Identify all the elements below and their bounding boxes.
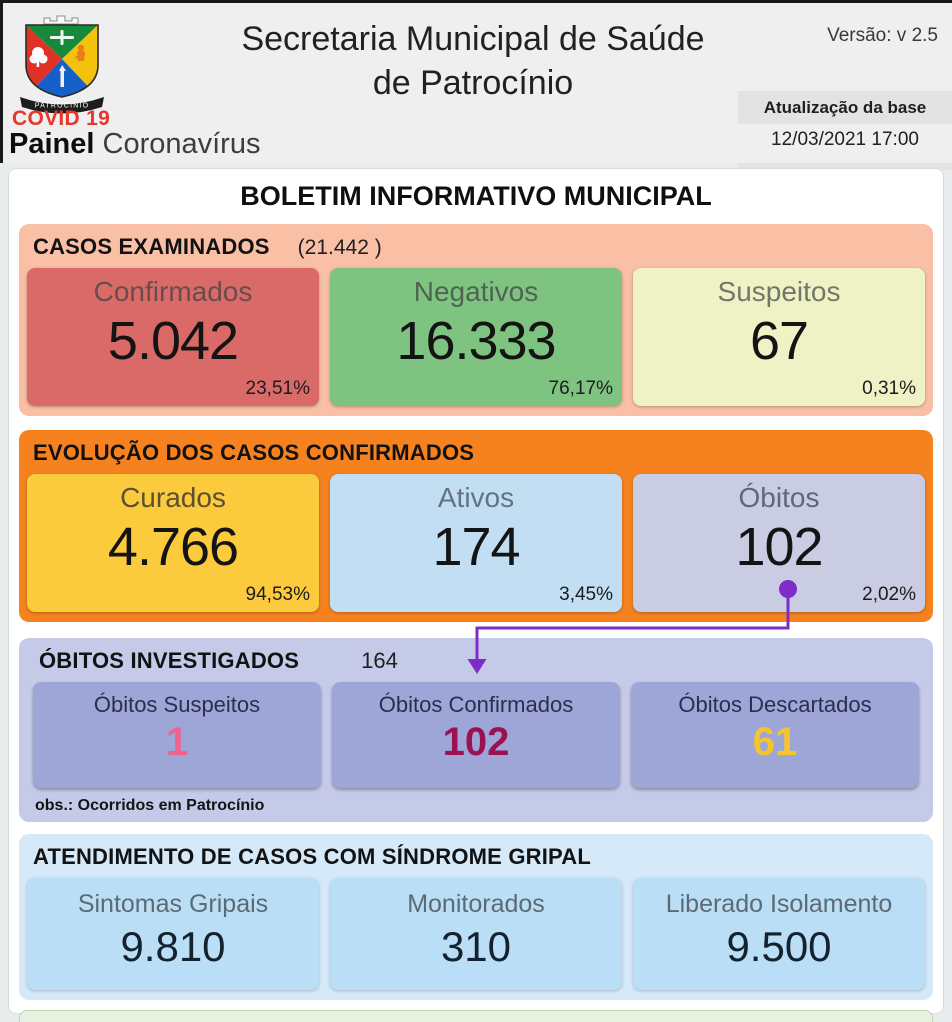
secondary-chip-sliver [738,163,952,170]
deaths-investigated-total: 164 [361,648,398,673]
card-negativos: Negativos 16.333 76,17% [330,268,622,406]
card-percent: 2,02% [862,584,916,605]
app-title-line1: Secretaria Municipal de Saúde [241,20,705,58]
card-percent: 3,45% [559,584,613,605]
card-percent: 76,17% [548,378,613,399]
card-label: Óbitos [738,482,820,513]
card-value: 9.810 [120,923,226,970]
card-value: 102 [735,517,823,577]
app-title: Secretaria Municipal de Saúde de Patrocí… [143,17,803,105]
examined-cards: Confirmados 5.042 23,51% Negativos 16.33… [27,268,925,406]
card-value: 174 [432,517,520,577]
section-sindrome-gripal: ATENDIMENTO DE CASOS COM SÍNDROME GRIPAL… [19,834,933,1000]
bulletin-title: BOLETIM INFORMATIVO MUNICIPAL [240,181,712,211]
card-value: 5.042 [107,311,239,371]
card-sintomas-gripais: Sintomas Gripais 9.810 [27,878,319,990]
section-title: CASOS EXAMINADOS [33,234,270,259]
section-header: ÓBITOS INVESTIGADOS 164 [33,646,919,682]
examined-total: (21.442 ) [297,236,382,259]
card-label: Óbitos Suspeitos [93,692,261,717]
section-title: EVOLUÇÃO DOS CASOS CONFIRMADOS [33,440,475,465]
card-percent: 23,51% [245,378,310,399]
next-section-sliver [19,1010,933,1022]
card-value: 9.500 [726,923,832,970]
card-label: Ativos [437,482,515,513]
card-ativos: Ativos 174 3,45% [330,474,622,612]
card-label: Confirmados [93,276,253,307]
card-liberado-isolamento: Liberado Isolamento 9.500 [633,878,925,990]
screen-top-edge [0,0,952,3]
card-suspeitos: Suspeitos 67 0,31% [633,268,925,406]
card-label: Óbitos Descartados [678,692,872,717]
coronavirus-word: Coronavírus [94,128,261,160]
card-monitorados: Monitorados 310 [330,878,622,990]
section-header: ATENDIMENTO DE CASOS COM SÍNDROME GRIPAL [27,842,925,878]
card-label: Suspeitos [717,276,841,307]
card-obitos: Óbitos 102 2,02% [633,474,925,612]
screen-left-edge [0,0,3,163]
card-label: Sintomas Gripais [77,890,269,918]
section-obitos-investigados: ÓBITOS INVESTIGADOS 164 Óbitos Suspeitos… [19,638,933,822]
panel-coronavirus-title: Painel Coronavírus [9,128,260,161]
section-casos-examinados: CASOS EXAMINADOS (21.442 ) Confirmados 5… [19,224,933,416]
section-header: EVOLUÇÃO DOS CASOS CONFIRMADOS [27,438,925,474]
card-obitos-confirmados: Óbitos Confirmados 102 [332,682,620,788]
base-update-datetime: 12/03/2021 17:00 [771,129,919,150]
deaths-note: obs.: Ocorridos em Patrocínio [35,797,265,814]
evolution-cards: Curados 4.766 94,53% Ativos 174 3,45% Ób… [27,474,925,612]
card-label: Negativos [413,276,539,307]
panel-word: Painel [9,128,95,160]
version-label: Versão: v 2.5 [827,25,938,46]
card-percent: 94,53% [245,584,310,605]
main-panel: BOLETIM INFORMATIVO MUNICIPAL CASOS EXAM… [8,168,944,1022]
card-value: 102 [442,720,510,764]
flu-cards: Sintomas Gripais 9.810 Monitorados 310 L… [27,878,925,990]
card-value: 16.333 [396,311,556,371]
card-label: Monitorados [407,890,545,918]
patrocinio-coat-of-arms-logo: PATROCINIO [20,15,104,114]
card-value: 61 [752,720,798,764]
base-update-chip: Atualização da base [738,91,952,124]
covid19-label: COVID 19 [12,107,111,130]
section-title: ÓBITOS INVESTIGADOS [39,648,300,673]
section-title: ATENDIMENTO DE CASOS COM SÍNDROME GRIPAL [33,844,592,869]
section-header: CASOS EXAMINADOS (21.442 ) [27,232,925,268]
card-label: Curados [120,482,226,513]
deaths-cards: Óbitos Suspeitos 1 Óbitos Confirmados 10… [33,682,919,788]
card-obitos-suspeitos: Óbitos Suspeitos 1 [33,682,321,788]
card-percent: 0,31% [862,378,916,399]
card-curados: Curados 4.766 94,53% [27,474,319,612]
card-confirmados: Confirmados 5.042 23,51% [27,268,319,406]
card-label: Liberado Isolamento [665,890,893,918]
section-evolucao-casos: EVOLUÇÃO DOS CASOS CONFIRMADOS Curados 4… [19,430,933,622]
card-value: 67 [749,311,809,371]
card-value: 310 [440,923,512,970]
app-title-line2: de Patrocínio [372,64,574,102]
card-value: 1 [165,720,189,764]
header: PATROCINIO COVID 19 Painel Coronavírus S… [3,3,952,163]
card-value: 4.766 [107,517,239,577]
logo-banner-text: PATROCINIO [35,103,90,110]
card-label: Óbitos Confirmados [378,692,574,717]
card-obitos-descartados: Óbitos Descartados 61 [631,682,919,788]
